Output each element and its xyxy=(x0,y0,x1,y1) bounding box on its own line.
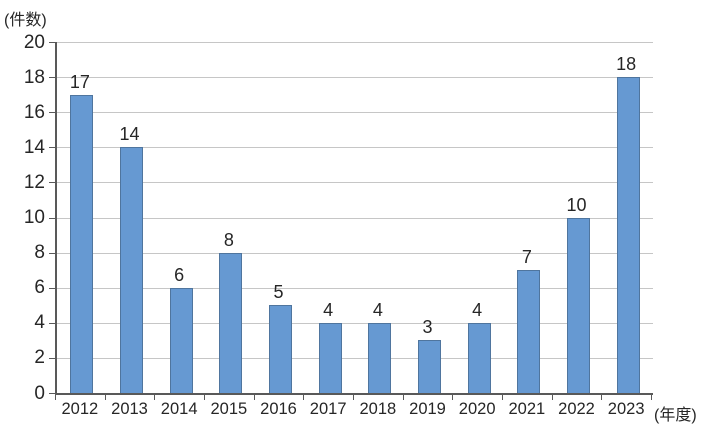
bar-2016 xyxy=(269,305,292,393)
x-tick-label: 2017 xyxy=(309,400,347,418)
x-axis-tick xyxy=(55,395,56,400)
y-tick-label: 16 xyxy=(23,101,45,123)
x-tick-label: 2012 xyxy=(61,400,99,418)
y-axis-tick xyxy=(49,112,55,114)
bar-value-label: 5 xyxy=(273,282,284,303)
bar-value-label: 14 xyxy=(119,124,140,145)
bar-value-label: 8 xyxy=(223,229,234,250)
bar-value-label: 17 xyxy=(69,71,90,92)
bar-2020 xyxy=(467,322,491,393)
y-tick-label: 8 xyxy=(34,242,45,264)
bar-2017 xyxy=(318,322,342,393)
x-tick-label: 2021 xyxy=(508,400,546,418)
x-axis-tick xyxy=(402,395,404,400)
x-tick-label: 2022 xyxy=(558,400,595,418)
x-axis-tick xyxy=(253,395,255,400)
x-axis-tick xyxy=(303,395,305,400)
gridline xyxy=(57,252,653,254)
x-axis-tick xyxy=(651,395,652,400)
y-axis-tick xyxy=(49,393,55,394)
y-axis-tick xyxy=(49,182,55,184)
bar-2015 xyxy=(219,252,243,393)
bar-2013 xyxy=(120,147,143,393)
bar-value-label: 3 xyxy=(422,317,433,338)
y-tick-label: 10 xyxy=(23,207,45,228)
y-tick-label: 4 xyxy=(34,312,45,334)
gridline xyxy=(57,112,653,114)
x-tick-label: 2023 xyxy=(607,400,645,418)
y-axis-tick xyxy=(49,217,55,219)
x-axis-tick xyxy=(601,395,603,400)
y-tick-label: 18 xyxy=(23,66,45,88)
bar-value-label: 10 xyxy=(566,194,587,215)
bar-2018 xyxy=(368,322,392,393)
x-tick-label: 2016 xyxy=(260,400,297,418)
x-axis-unit-label: (年度) xyxy=(654,407,697,424)
x-axis-tick xyxy=(502,395,503,400)
x-tick-label: 2015 xyxy=(210,400,248,418)
x-tick-label: 2019 xyxy=(409,400,446,418)
x-axis-tick xyxy=(154,395,156,400)
y-tick-label: 14 xyxy=(23,136,45,158)
x-tick-label: 2013 xyxy=(111,400,148,418)
gridline xyxy=(57,322,653,324)
bar-value-label: 4 xyxy=(323,299,334,320)
y-tick-label: 6 xyxy=(34,277,45,299)
y-tick-label: 20 xyxy=(23,31,45,53)
y-axis-tick xyxy=(49,77,55,79)
gridline xyxy=(57,287,653,289)
y-tick-label: 12 xyxy=(23,171,45,193)
x-tick-label: 2020 xyxy=(458,400,496,418)
x-axis-tick xyxy=(353,395,354,400)
bar-value-label: 7 xyxy=(521,247,532,268)
y-tick-label: 0 xyxy=(34,382,45,404)
bar-2023 xyxy=(616,77,640,393)
bar-value-label: 4 xyxy=(472,299,483,320)
x-axis-tick xyxy=(204,395,205,400)
gridline xyxy=(57,42,653,43)
x-tick-label: 2018 xyxy=(359,400,397,418)
bar-value-label: 6 xyxy=(174,264,185,285)
y-axis-tick xyxy=(49,147,55,149)
bar-value-label: 18 xyxy=(616,54,637,75)
y-axis-tick xyxy=(49,322,55,324)
gridline xyxy=(57,182,653,184)
y-axis-unit-label: (件数) xyxy=(4,12,47,29)
y-tick-label: 2 xyxy=(34,347,45,369)
bar-2012 xyxy=(70,94,94,393)
bar-value-label: 4 xyxy=(372,299,383,320)
x-axis-tick xyxy=(452,395,454,400)
gridline xyxy=(57,217,653,219)
x-axis-tick xyxy=(104,395,106,400)
bar-2014 xyxy=(169,287,193,393)
y-axis-tick xyxy=(49,42,55,43)
gridline xyxy=(57,77,653,79)
gridline xyxy=(57,147,653,149)
bar-2022 xyxy=(567,217,590,393)
x-tick-label: 2014 xyxy=(160,400,198,418)
bar-2019 xyxy=(418,340,441,393)
y-axis-tick xyxy=(49,252,55,254)
bar-2021 xyxy=(517,270,541,393)
y-axis-tick xyxy=(49,287,55,289)
y-axis-tick xyxy=(49,357,55,359)
x-axis-tick xyxy=(551,395,553,400)
plot-area xyxy=(55,42,653,395)
gridline xyxy=(57,357,653,359)
